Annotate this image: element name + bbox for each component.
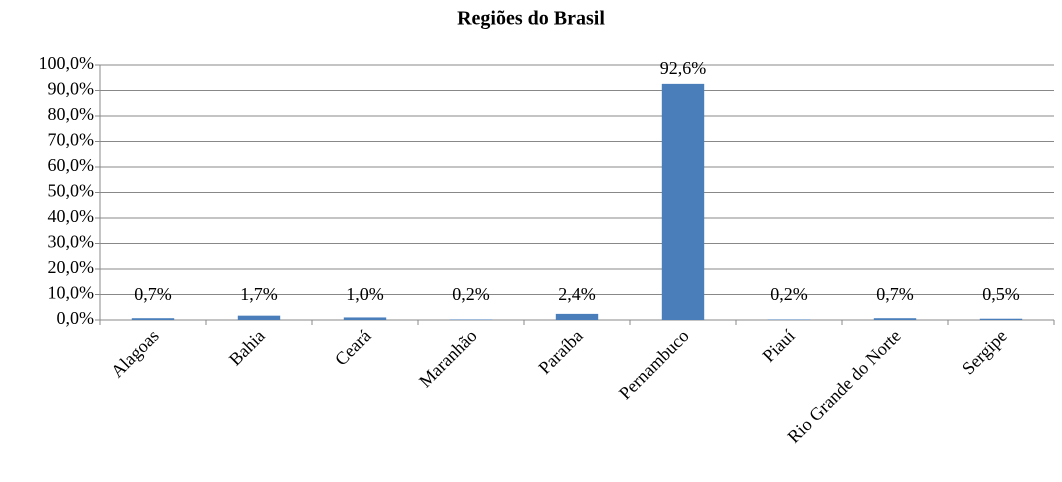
x-tick-label: Ceará	[331, 326, 375, 370]
x-tick-label: Paraíba	[534, 326, 586, 378]
y-tick-label: 60,0%	[48, 155, 95, 175]
bar	[767, 319, 811, 320]
value-label: 0,5%	[982, 284, 1020, 304]
x-tick-label: Sergipe	[958, 326, 1011, 379]
value-label: 1,7%	[240, 284, 278, 304]
y-tick-label: 70,0%	[48, 130, 95, 150]
value-label: 0,2%	[770, 284, 808, 304]
x-tick-label: Alagoas	[107, 326, 163, 382]
bar	[661, 83, 705, 321]
value-label: 1,0%	[346, 284, 384, 304]
value-label: 0,7%	[134, 284, 172, 304]
bar	[449, 319, 493, 320]
value-label: 0,7%	[876, 284, 914, 304]
x-tick-label: Pernambuco	[615, 326, 693, 404]
y-tick-label: 80,0%	[48, 104, 95, 124]
y-tick-label: 50,0%	[48, 181, 95, 201]
y-tick-label: 100,0%	[39, 53, 95, 73]
y-tick-label: 10,0%	[48, 283, 95, 303]
y-tick-label: 90,0%	[48, 79, 95, 99]
value-label: 92,6%	[660, 58, 707, 78]
bar	[873, 318, 917, 320]
bar	[979, 318, 1023, 320]
y-tick-label: 20,0%	[48, 257, 95, 277]
bar	[237, 315, 281, 320]
value-label: 2,4%	[558, 284, 596, 304]
x-tick-label: Bahia	[225, 326, 269, 370]
bar	[131, 318, 175, 320]
y-tick-label: 40,0%	[48, 206, 95, 226]
chart-title: Regiões do Brasil	[457, 8, 605, 30]
bar	[555, 313, 599, 320]
x-tick-label: Piauí	[758, 326, 798, 366]
value-label: 0,2%	[452, 284, 490, 304]
y-tick-label: 30,0%	[48, 232, 95, 252]
bar	[343, 317, 387, 320]
x-tick-label: Rio Grande do Norte	[783, 326, 904, 447]
y-tick-label: 0,0%	[57, 308, 95, 328]
x-tick-label: Maranhão	[415, 326, 481, 392]
